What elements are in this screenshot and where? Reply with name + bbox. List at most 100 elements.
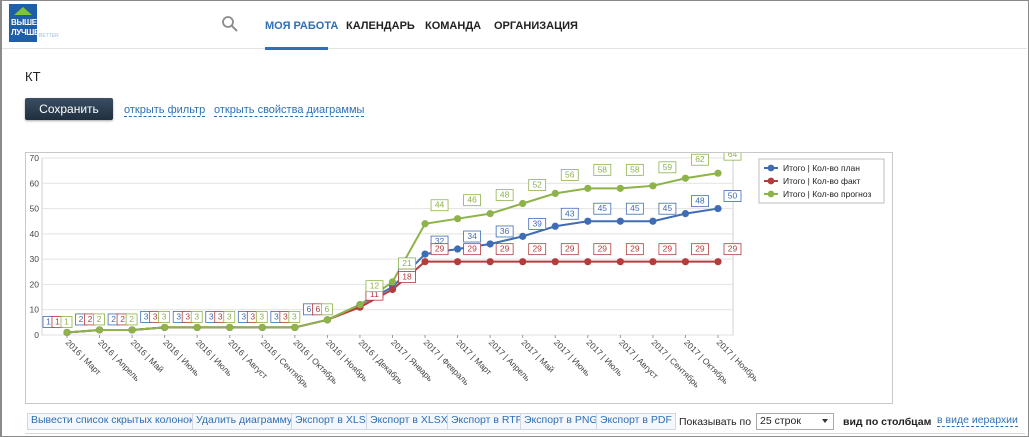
export-xls-button[interactable]: Экспорт в XLS [291,413,370,430]
data-point [616,184,624,192]
rows-per-page-label: Показывать по [679,416,752,428]
data-label: 2 [111,314,116,324]
save-button[interactable]: Сохранить [25,98,113,120]
show-hidden-columns-button[interactable]: Вывести список скрытых колонок [27,413,198,430]
data-label-box [593,163,612,176]
data-point [161,323,169,332]
y-tick-label: 70 [30,153,40,163]
data-label: 45 [630,203,640,213]
view-as-hierarchy-link[interactable]: в виде иерархии [937,414,1018,427]
data-label-box [495,225,514,238]
data-label: 59 [663,162,673,172]
export-xlsx-button[interactable]: Экспорт в XLSX [366,413,452,430]
data-label-box [658,202,677,215]
data-label: 58 [630,164,640,174]
data-point [291,323,299,332]
data-label: 32 [435,236,445,246]
export-png-button[interactable]: Экспорт в PNG [520,413,602,430]
data-label: 3 [185,311,190,321]
export-rtf-button[interactable]: Экспорт в RTF [447,413,527,430]
data-label-box [723,153,742,161]
view-by-columns[interactable]: вид по столбцам [843,416,932,428]
nav-calendar[interactable]: КАЛЕНДАРЬ [346,20,415,32]
data-label-box [658,243,677,256]
rows-per-page-select[interactable]: 25 строк [756,413,834,430]
data-label: 3 [194,311,199,321]
data-point [714,204,722,213]
data-label: 3 [218,311,223,321]
data-label: 18 [402,271,412,281]
data-point [258,323,266,332]
data-label: 29 [598,244,608,254]
y-tick-label: 60 [30,178,40,188]
legend-label: Итого | Кол-во факт [783,176,861,186]
data-label: 3 [250,311,255,321]
data-point [616,217,624,225]
app-logo[interactable]: ВЫШЕ ЛУЧШЕ BETTER [9,4,59,44]
data-label: 62 [695,154,705,164]
data-point [128,326,136,334]
data-label-box [593,202,612,215]
data-label-box [430,243,449,256]
data-label-box [528,217,547,230]
export-pdf-button[interactable]: Экспорт в PDF [596,413,676,430]
data-label: 50 [728,191,738,201]
data-point [714,169,722,177]
legend-label: Итого | Кол-во план [783,163,860,173]
data-label-box [60,316,73,328]
legend-label: Итого | Кол-во прогноз [783,189,871,199]
open-filter-link[interactable]: открыть фильтр [124,104,206,117]
data-label-box [93,313,105,326]
logo-roof-icon [14,7,32,15]
data-label: 64 [728,153,738,159]
data-label-box [398,257,416,270]
logo-subtext: BETTER [39,33,59,39]
y-tick-label: 20 [30,279,40,289]
data-label: 3 [153,311,158,321]
data-label: 3 [259,311,264,321]
data-point [681,258,690,266]
data-label: 3 [292,311,297,321]
divider [25,433,1025,434]
nav-organization[interactable]: ОРГАНИЗАЦИЯ [494,20,578,32]
data-label-box [625,163,644,176]
data-label-box [463,230,482,243]
open-chart-properties-link[interactable]: открыть свойства диаграммы [214,104,365,117]
data-label: 29 [695,244,705,254]
data-point [551,258,559,266]
data-label: 1 [64,316,69,326]
data-label-box [593,243,612,256]
data-label: 3 [144,311,149,321]
legend-marker [767,164,775,172]
data-label: 46 [467,195,477,205]
data-label-box [528,179,547,191]
legend-box [758,158,885,204]
data-point [486,210,494,218]
data-label: 36 [500,226,510,236]
data-label: 6 [325,304,330,314]
y-tick-label: 0 [34,330,39,340]
nav-my-work[interactable]: МОЯ РАБОТА [265,20,339,32]
data-label-box [560,207,579,220]
data-label: 3 [209,311,214,321]
data-point [486,258,494,266]
data-label-box [528,243,547,256]
data-label: 2 [120,314,125,324]
data-point [584,184,592,192]
data-label: 2 [129,314,134,324]
delete-chart-button[interactable]: Удалить диаграмму [192,413,297,430]
data-point [193,323,201,332]
y-tick-label: 10 [30,305,40,315]
data-label: 3 [162,311,167,321]
data-point [649,217,657,225]
nav-team[interactable]: КОМАНДА [425,20,482,32]
data-point [421,250,429,258]
data-point [584,217,592,225]
data-point [356,301,364,309]
search-icon[interactable] [221,15,239,33]
data-label-box [288,311,301,323]
rows-per-page-value: 25 строк [760,415,801,427]
data-label-box [625,202,644,215]
data-label: 3 [176,311,181,321]
